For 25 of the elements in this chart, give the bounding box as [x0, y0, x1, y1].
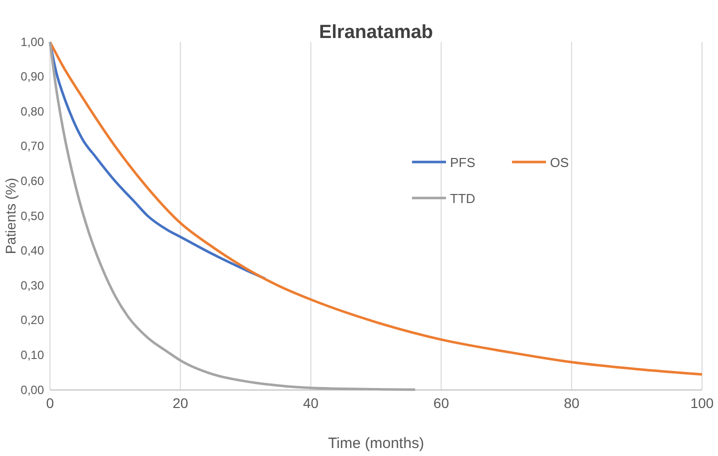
legend-label: PFS: [450, 155, 476, 170]
y-tick-label: 1,00: [20, 34, 44, 49]
x-tick-label: 20: [172, 394, 188, 411]
x-tick-label: 60: [433, 394, 450, 411]
x-axis-title: Time (months): [328, 435, 424, 452]
y-tick-label: 0,60: [20, 174, 44, 188]
chart-title: Elranatamab: [318, 22, 434, 43]
y-tick-label: 0,20: [20, 313, 44, 328]
y-tick-label: 0,10: [20, 348, 44, 362]
line-series: [48, 40, 416, 391]
line-series: [48, 40, 704, 376]
x-tick-label: 80: [564, 394, 580, 411]
y-tick-label: 0,50: [20, 208, 44, 223]
y-tick-label: 0,90: [20, 70, 44, 84]
y-tick-label: 0,00: [20, 382, 44, 397]
x-tick-label: 0: [46, 394, 54, 411]
x-tick-label: 100: [690, 394, 714, 411]
y-tick-label: 0,30: [20, 278, 44, 292]
legend-label: OS: [550, 155, 570, 170]
y-tick-label: 0,40: [20, 244, 44, 258]
y-tick-label: 0,80: [20, 104, 44, 118]
x-tick-label: 40: [303, 394, 319, 411]
legend-label: TTD: [450, 191, 476, 206]
y-tick-label: 0,70: [20, 139, 44, 154]
y-axis-title: Patients (%): [2, 178, 19, 254]
